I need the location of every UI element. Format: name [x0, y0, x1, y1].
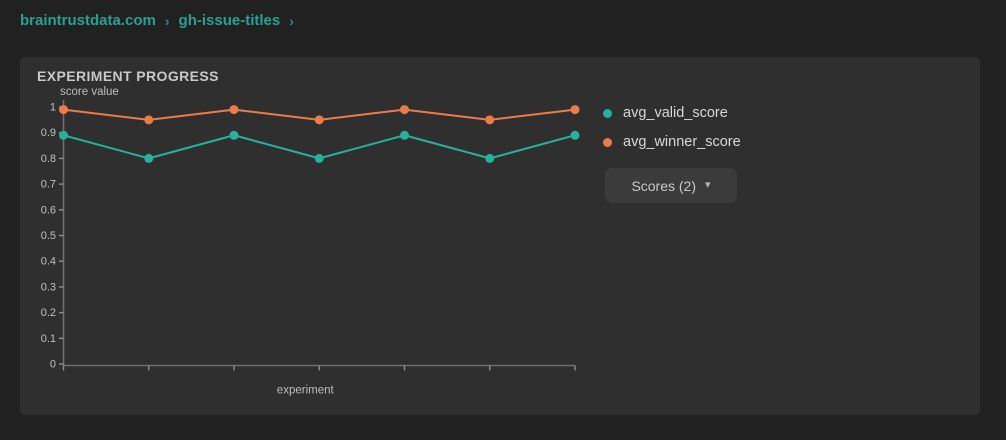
- breadcrumb-project-link[interactable]: gh-issue-titles: [178, 12, 281, 29]
- y-tick-label: 1: [50, 102, 56, 114]
- y-tick-label: 0.2: [41, 307, 56, 319]
- data-point[interactable]: [144, 153, 154, 163]
- y-tick-label: 0.5: [41, 230, 56, 242]
- y-tick-label: 0: [50, 359, 56, 371]
- y-tick-label: 0.3: [41, 281, 56, 293]
- data-point[interactable]: [485, 115, 495, 125]
- series-dot-icon: [603, 137, 612, 147]
- legend-item-avg-winner-score[interactable]: avg_winner_score: [603, 133, 741, 151]
- data-point[interactable]: [314, 115, 324, 125]
- data-point[interactable]: [570, 105, 580, 115]
- y-tick-label: 0.4: [41, 256, 56, 268]
- breadcrumb-org-link[interactable]: braintrustdata.com: [20, 12, 156, 29]
- x-axis-title: experiment: [277, 385, 335, 397]
- data-point[interactable]: [314, 153, 324, 163]
- data-point[interactable]: [485, 153, 495, 163]
- chevron-down-icon: ▾: [705, 179, 711, 191]
- y-tick-label: 0.1: [41, 333, 56, 345]
- data-point[interactable]: [400, 130, 409, 140]
- legend-label: avg_winner_score: [623, 134, 741, 150]
- y-tick-label: 0.6: [41, 204, 56, 216]
- y-tick-label: 0.9: [41, 127, 56, 139]
- scores-dropdown[interactable]: Scores (2) ▾: [605, 168, 737, 203]
- chart-legend: avg_valid_score avg_winner_score: [603, 104, 741, 162]
- chevron-right-icon: ›: [289, 12, 294, 29]
- data-point[interactable]: [144, 115, 154, 125]
- y-axis-title: score value: [60, 86, 119, 98]
- panel-title: EXPERIMENT PROGRESS: [37, 68, 219, 84]
- data-point[interactable]: [229, 105, 239, 115]
- scores-dropdown-label: Scores (2): [631, 177, 697, 194]
- series-dot-icon: [603, 108, 612, 118]
- chevron-right-icon: ›: [164, 12, 170, 29]
- data-point[interactable]: [570, 130, 580, 140]
- y-tick-label: 0.8: [41, 153, 56, 165]
- data-point[interactable]: [59, 105, 68, 115]
- experiment-progress-line-chart[interactable]: score value 0 0.1 0.2 0.3 0.4 0.5 0.6 0.7 0.8 0.9 1…: [20, 82, 620, 415]
- y-tick-label: 0.7: [41, 179, 56, 191]
- data-point[interactable]: [229, 130, 239, 140]
- data-point[interactable]: [59, 130, 68, 140]
- breadcrumb: braintrustdata.com › gh-issue-titles ›: [20, 12, 294, 29]
- legend-item-avg-valid-score[interactable]: avg_valid_score: [603, 104, 741, 122]
- experiment-progress-panel: EXPERIMENT PROGRESS score value 0 0.1 0.2 0.…: [20, 57, 980, 415]
- legend-label: avg_valid_score: [623, 105, 728, 121]
- data-point[interactable]: [400, 105, 409, 115]
